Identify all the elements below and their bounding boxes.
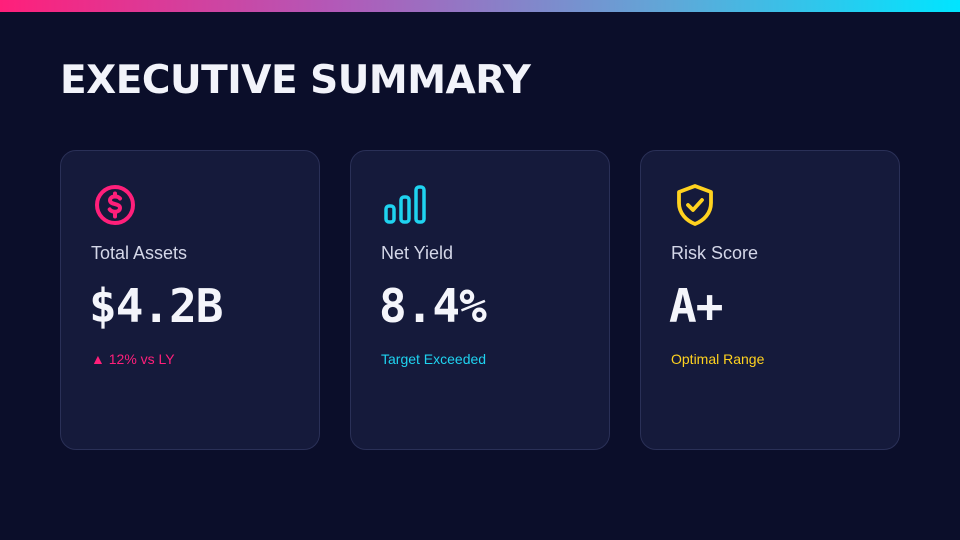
metric-label: Risk Score: [671, 243, 759, 263]
shield-check-icon: [671, 181, 719, 229]
metric-note: ▲ 12% vs LY: [91, 351, 175, 367]
metric-cards: Total Assets $4.2B ▲ 12% vs LY Net Yield…: [60, 150, 900, 450]
metric-value: A+: [669, 279, 723, 333]
metric-label: Net Yield: [381, 243, 454, 263]
page-title: EXECUTIVE SUMMARY: [60, 58, 531, 103]
metric-card-risk-score: Risk Score A+ Optimal Range: [640, 150, 900, 450]
dollar-circle-icon: [91, 181, 139, 229]
metric-value: $4.2B: [89, 279, 223, 333]
metric-note: Target Exceeded: [381, 351, 487, 367]
metric-value: 8.4%: [379, 279, 487, 333]
bar-chart-icon: [381, 181, 429, 229]
metric-card-total-assets: Total Assets $4.2B ▲ 12% vs LY: [60, 150, 320, 450]
metric-card-net-yield: Net Yield 8.4% Target Exceeded: [350, 150, 610, 450]
gradient-top-bar: [0, 0, 960, 12]
metric-note: Optimal Range: [671, 351, 765, 367]
metric-label: Total Assets: [91, 243, 188, 263]
